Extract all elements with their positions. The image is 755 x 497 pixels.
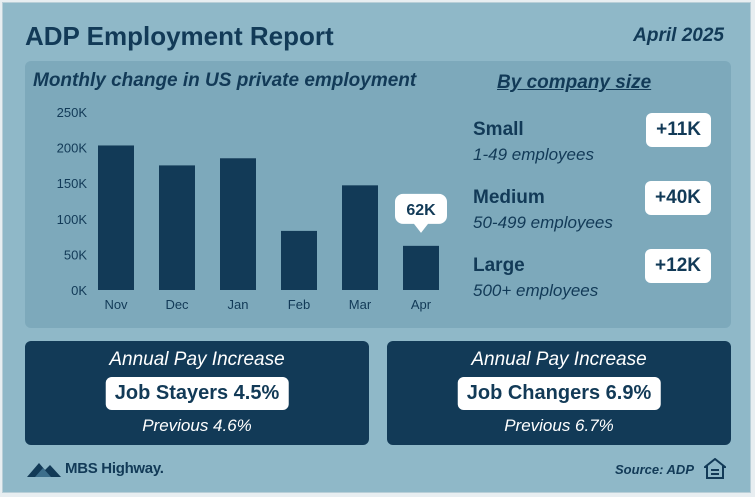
x-tick-label: Apr (411, 297, 432, 312)
size-name: Small (473, 119, 524, 140)
x-tick-label: Dec (165, 297, 189, 312)
pay-label: Annual Pay Increase (109, 349, 285, 370)
logo-text: MBS Highway. (65, 459, 164, 477)
value-callout (395, 193, 447, 233)
bar-apr (403, 245, 439, 290)
size-range: 1-49 employees (473, 145, 594, 164)
size-name: Large (473, 255, 525, 276)
size-change-badge: +11K (646, 113, 711, 147)
size-row-large: Large 500+ employees +12K (473, 249, 723, 309)
x-tick-label: Feb (288, 297, 310, 312)
pay-box-stayers: Annual Pay Increase Job Stayers 4.5% Pre… (25, 341, 369, 445)
pay-previous: Previous 6.7% (504, 416, 614, 435)
x-tick-label: Jan (228, 297, 249, 312)
source-label: Source: ADP (615, 462, 694, 477)
bar-jan (220, 158, 256, 290)
y-tick-label: 0K (71, 283, 87, 298)
size-range: 50-499 employees (473, 213, 613, 232)
pay-box-changers: Annual Pay Increase Job Changers 6.9% Pr… (387, 341, 731, 445)
mbs-logo: MBS Highway. (27, 459, 164, 477)
size-change-badge: +12K (645, 249, 711, 283)
value-callout-label: 62K (406, 202, 436, 219)
chart-panel: 0K 50K 100K 150K 200K 250K Nov Dec Jan Feb Mar Apr 6… (25, 61, 731, 328)
y-tick-label: 150K (57, 176, 88, 191)
size-range: 500+ employees (473, 281, 599, 300)
x-tick-label: Nov (104, 297, 128, 312)
chart-title: Monthly change in US private employment (33, 70, 417, 91)
mountain-logo-icon (27, 463, 61, 477)
bar-dec (159, 165, 195, 290)
y-tick-label: 50K (64, 247, 87, 262)
bar-chart: 0K 50K 100K 150K 200K 250K Nov Dec Jan Feb Mar Apr 6… (57, 105, 447, 312)
pay-label: Annual Pay Increase (471, 349, 647, 370)
size-row-small: Small 1-49 employees +11K (473, 113, 723, 173)
pay-previous: Previous 4.6% (142, 416, 252, 435)
size-name: Medium (473, 187, 545, 208)
report-title: ADP Employment Report (25, 21, 334, 51)
bar-mar (342, 185, 378, 290)
y-tick-label: 100K (57, 212, 88, 227)
company-size-title: By company size (497, 72, 652, 93)
report-date: April 2025 (633, 25, 724, 46)
x-tick-label: Mar (349, 297, 372, 312)
y-tick-label: 250K (57, 105, 88, 120)
y-tick-label: 200K (57, 141, 88, 156)
pay-value-pill: Job Stayers 4.5% (105, 377, 289, 410)
equal-housing-icon (704, 458, 726, 479)
size-change-badge: +40K (645, 181, 711, 215)
size-row-medium: Medium 50-499 employees +40K (473, 181, 723, 241)
pay-value-pill: Job Changers 6.9% (457, 377, 661, 410)
bar-nov (98, 145, 134, 290)
bar-feb (281, 230, 317, 290)
